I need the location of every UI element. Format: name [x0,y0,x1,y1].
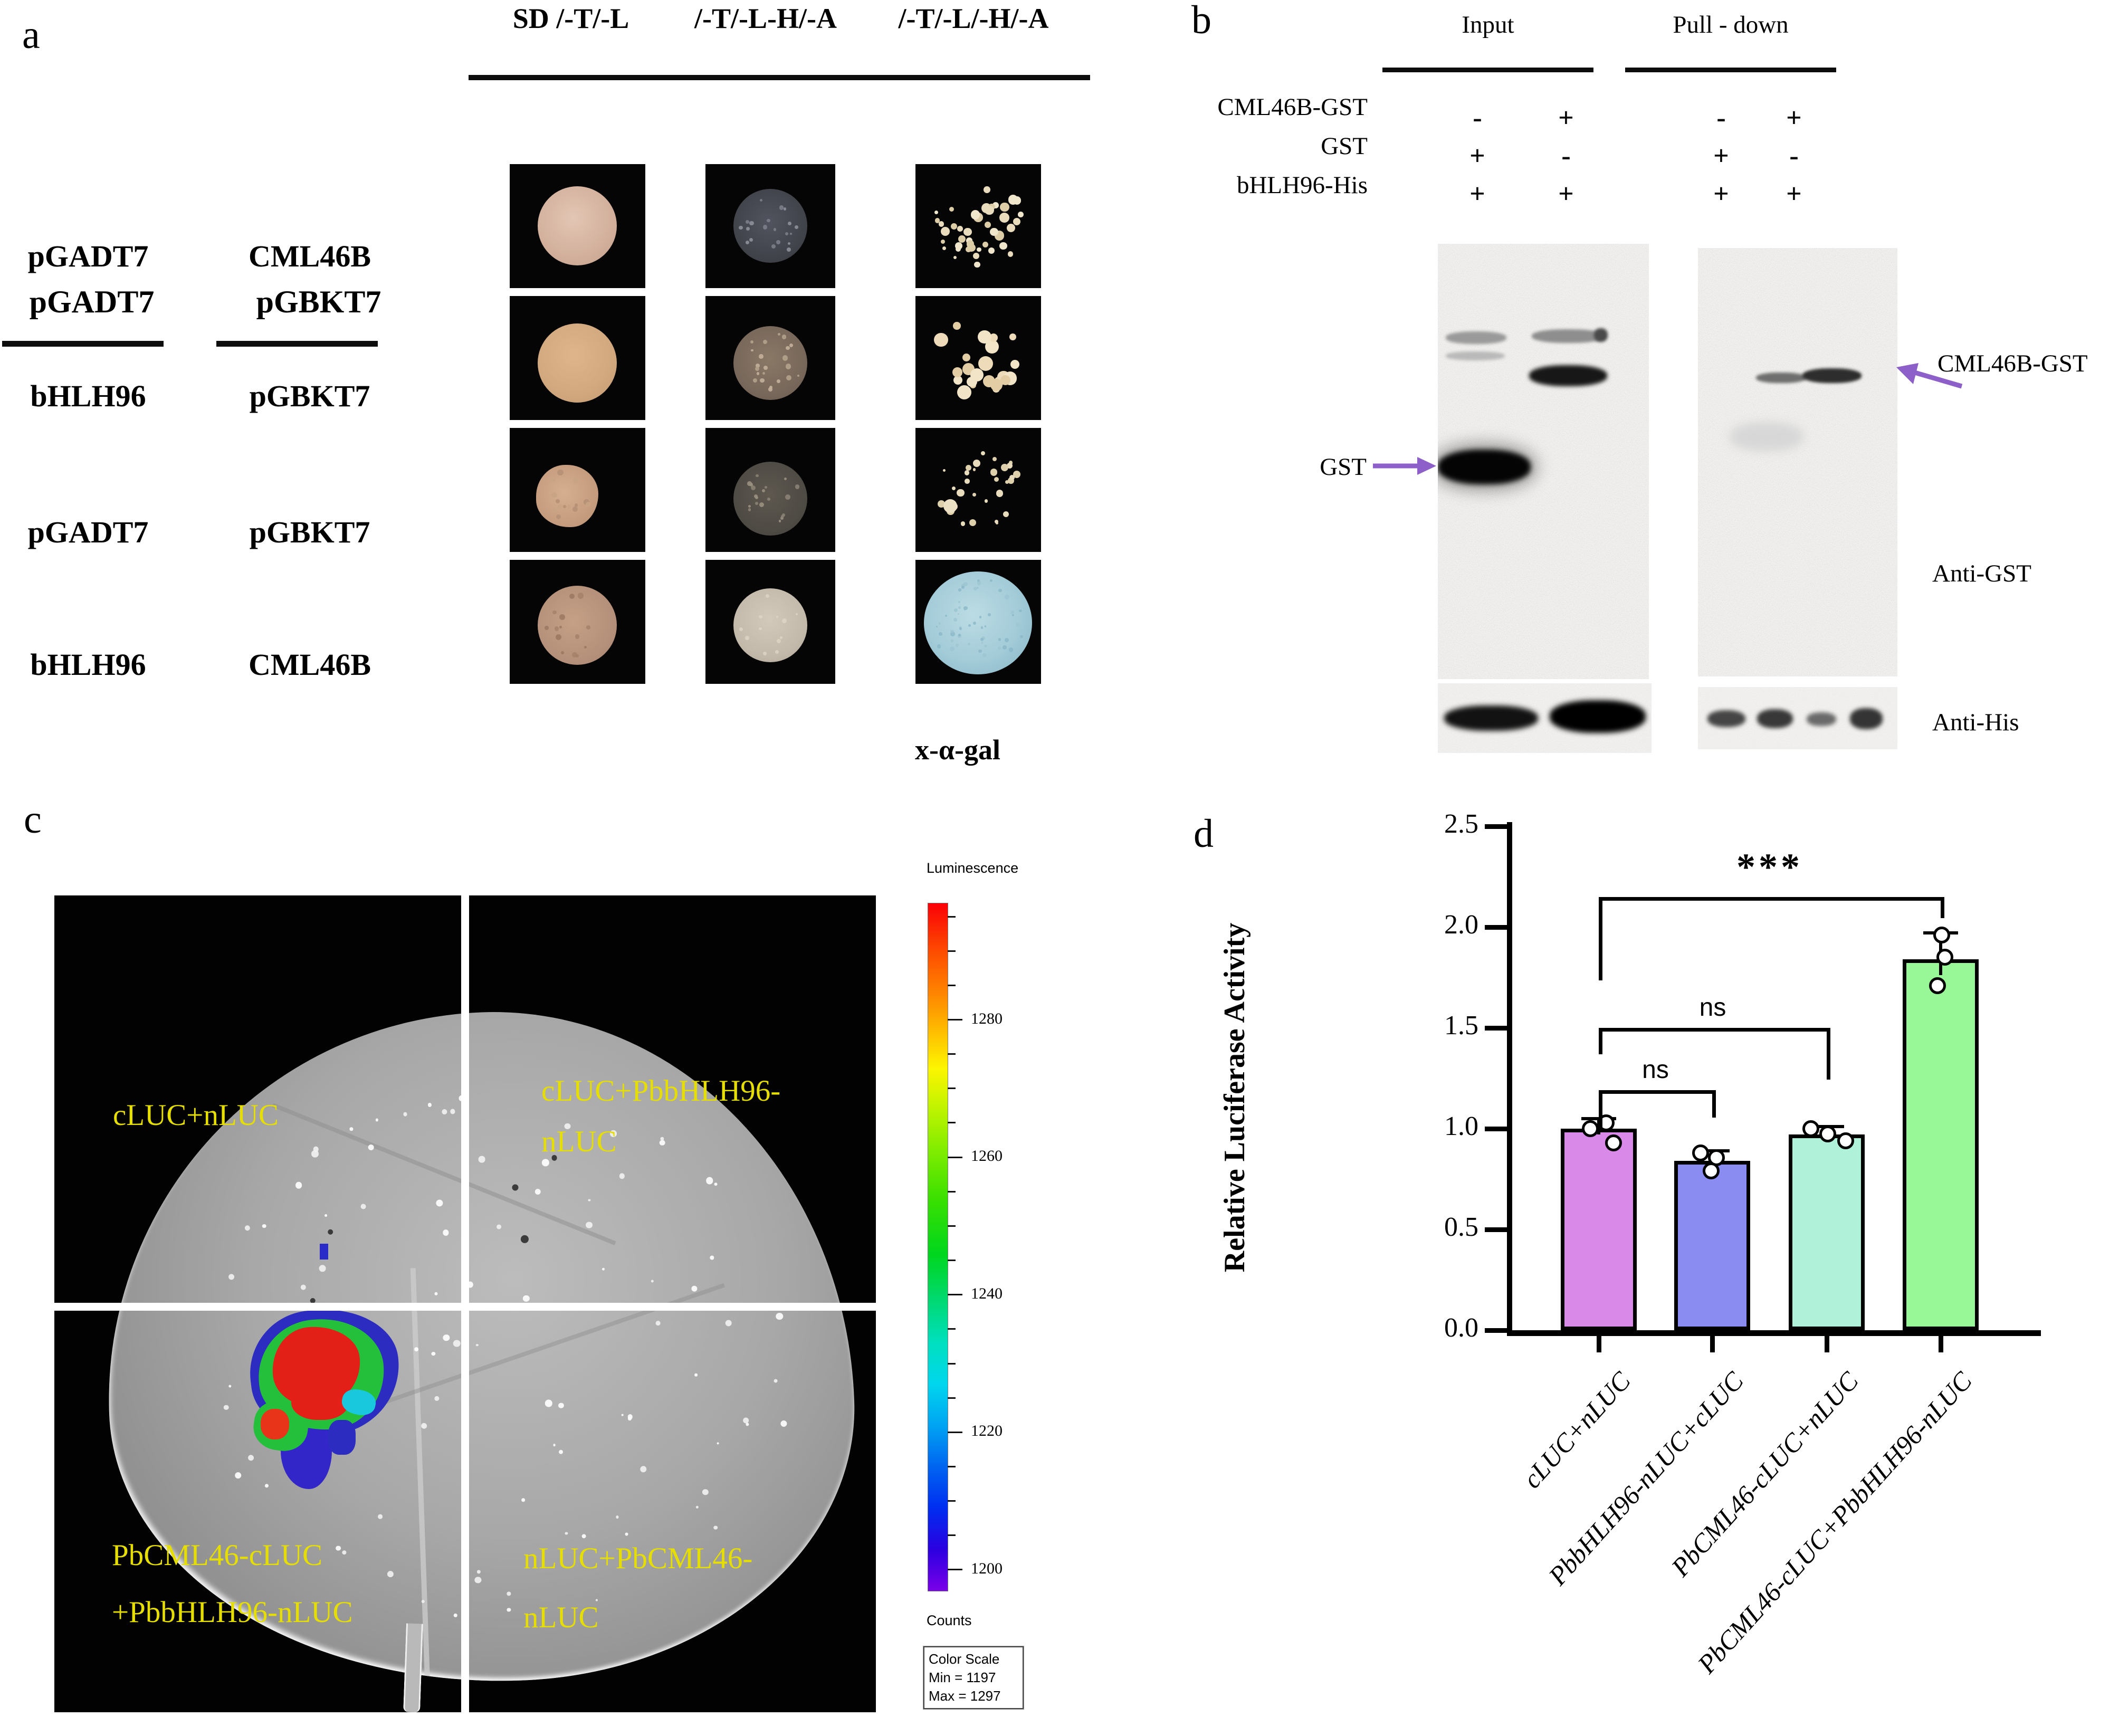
bar-category-3 [1903,959,1979,1330]
sig-bracket-leg [1599,897,1602,980]
y-tick [1485,1026,1507,1031]
data-point [1605,1134,1622,1151]
significance-ns: ns [1671,993,1755,1022]
sig-bracket [1599,1028,1830,1032]
bar-category-0 [1561,1129,1637,1330]
bar-chart: 0.0 0.5 1.0 1.5 2.0 2.5 cLUC+nLUC PbbHLH96-nLUC… [0,0,2119,1736]
y-tick-label: 2.0 [1380,909,1478,940]
data-point [1692,1144,1709,1161]
data-point [1837,1132,1854,1149]
y-tick [1485,1328,1507,1333]
sig-bracket-leg [1599,1090,1602,1132]
y-tick [1485,824,1507,829]
y-tick [1485,925,1507,930]
y-tick-label: 2.5 [1380,808,1478,840]
data-point [1802,1120,1819,1137]
y-tick [1485,1227,1507,1232]
y-tick-label: 0.0 [1380,1312,1478,1343]
x-category-label: PbCML46-cLUC+nLUC [1665,1366,1864,1582]
x-axis [1507,1330,2041,1336]
data-point [1819,1125,1836,1142]
x-category-label: PbbHLH96-nLUC+cLUC [1542,1366,1750,1591]
x-category-label: cLUC+nLUC [1516,1366,1636,1494]
y-tick [1485,1127,1507,1131]
y-axis [1507,822,1512,1336]
bar-category-1 [1674,1161,1750,1330]
sig-bracket [1599,897,1944,901]
data-point [1933,927,1950,943]
figure-page: a SD /-T/-L /-T/-L-H/-A /-T/-L/-H/-A pGA… [0,0,2119,1736]
sig-bracket [1599,1090,1716,1094]
y-tick-label: 1.0 [1380,1111,1478,1142]
sig-bracket-leg [1827,1028,1830,1080]
sig-bracket-leg [1599,1028,1602,1054]
data-point [1582,1120,1599,1137]
significance-stars: *** [1685,845,1854,889]
y-tick-label: 0.5 [1380,1212,1478,1243]
sig-bracket-leg [1941,897,1944,918]
significance-ns: ns [1614,1055,1698,1084]
bar-category-2 [1789,1134,1865,1330]
y-tick-label: 1.5 [1380,1010,1478,1041]
sig-bracket-leg [1712,1090,1716,1118]
data-point [1703,1162,1720,1179]
data-point [1929,977,1946,994]
